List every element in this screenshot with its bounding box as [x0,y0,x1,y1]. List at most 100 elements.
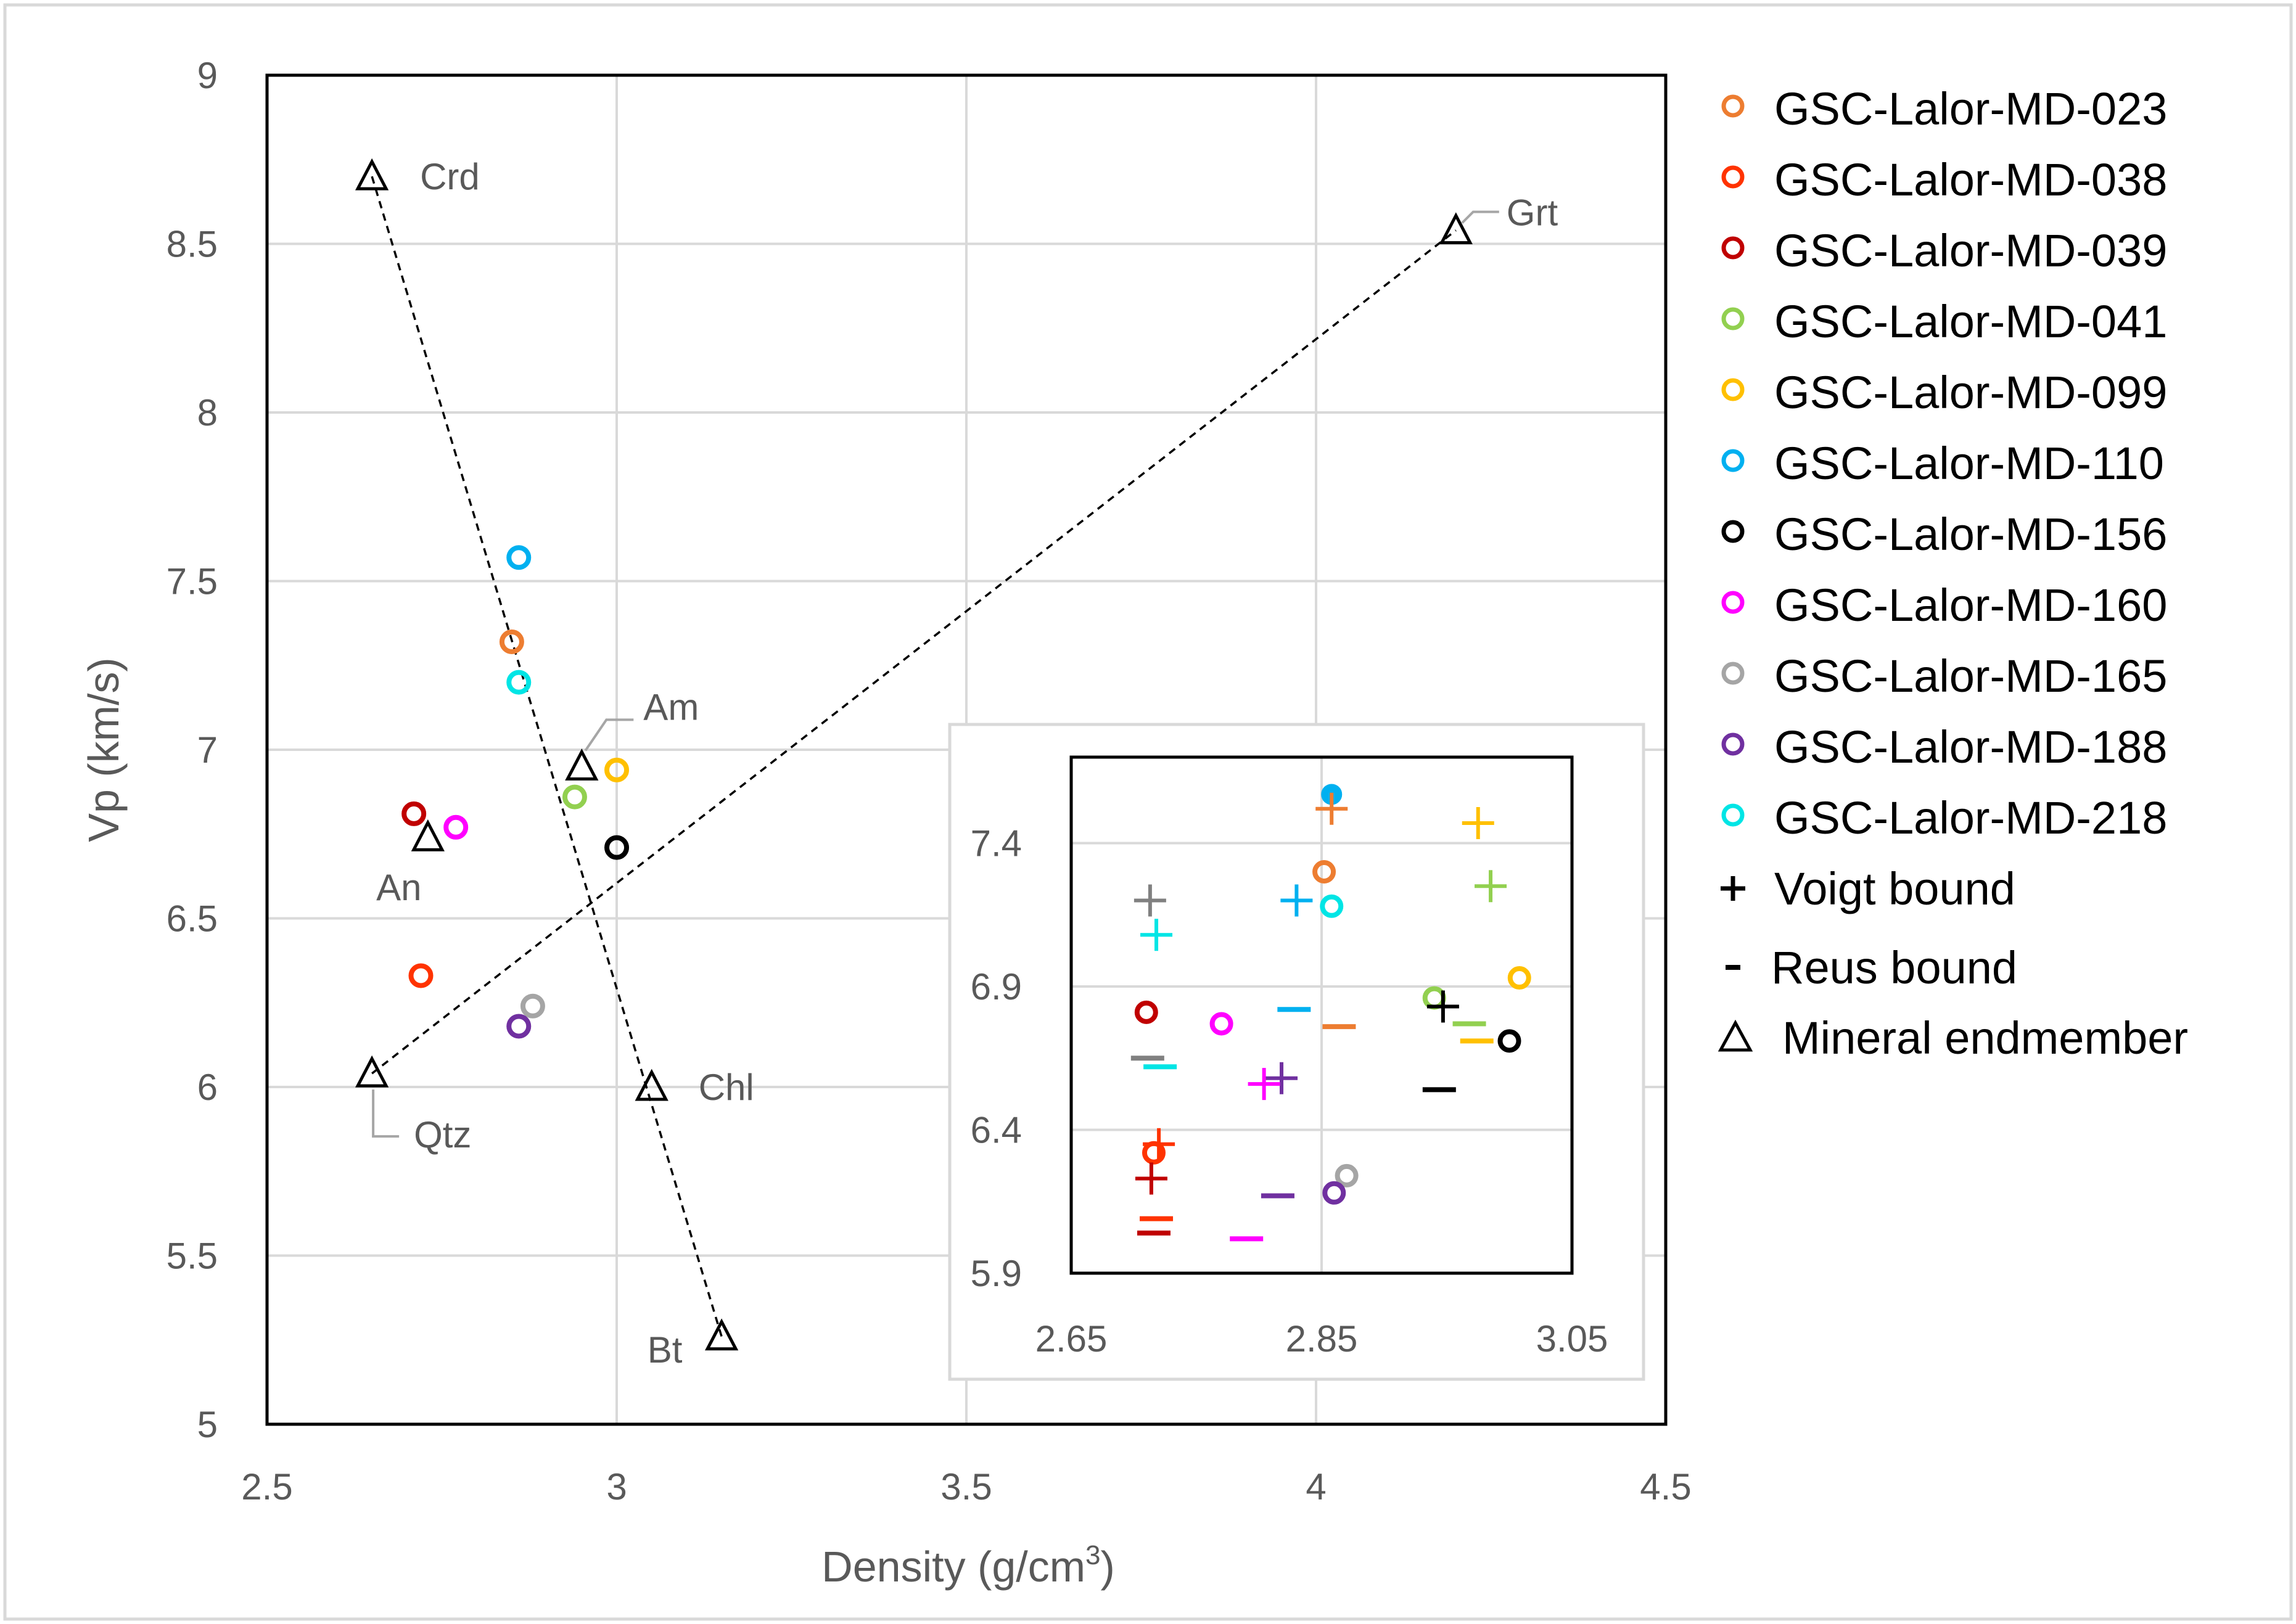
inset-x-tick-label: 2.65 [1035,1318,1108,1359]
inset-circle-gsc-lalor-md-156 [1497,1029,1521,1053]
legend-marker-gsc-lalor-md-156 [1721,520,1745,543]
endmember-grt-label: Grt [1507,192,1558,234]
inset-y-tick-label: 6.4 [971,1110,1022,1151]
inset-tick-labels: 2.65 2.85 3.05 5.9 6.4 6.9 7.4 [971,823,1608,1360]
inset-y-tick-label: 6.9 [971,966,1022,1007]
inset-circle-gsc-lalor-md-038 [1142,1141,1166,1165]
x-axis-title-text: Density (g/cm [821,1543,1085,1591]
endmember-labels: Crd Grt Am An Qtz Chl Bt [372,156,1558,1371]
legend-label-voigt: Voigt bound [1774,863,2015,914]
legend-label-gsc-lalor-md-110: GSC-Lalor-MD-110 [1774,438,2164,489]
inset-plus-gsc-lalor-md-218 [1140,919,1173,951]
main-data-points [355,158,1473,1351]
inset-frame [948,723,1645,1381]
legend-label-gsc-lalor-md-156: GSC-Lalor-MD-156 [1774,509,2167,560]
inset-plus-gsc-lalor-md-039 [1135,1162,1167,1195]
x-tick-label: 2.5 [241,1466,292,1507]
y-tick-label: 7.5 [167,561,218,602]
endmember-qtz-leader [372,1089,400,1138]
inset-y-tick-label: 7.4 [971,823,1022,864]
legend-label-gsc-lalor-md-165: GSC-Lalor-MD-165 [1774,650,2167,702]
y-tick-label: 5.5 [167,1236,218,1277]
point-gsc-lalor-md-099 [604,757,629,782]
y-tick-label: 5 [197,1404,218,1445]
legend-label-gsc-lalor-md-099: GSC-Lalor-MD-099 [1774,367,2167,418]
inset-x-tick-label: 3.05 [1536,1318,1608,1359]
inset-plus-gsc-lalor-md-099 [1462,806,1494,839]
inset-plus-gsc-lalor-md-023 [1315,792,1348,825]
inset-circle-gsc-lalor-md-039 [1134,1000,1158,1024]
legend-label-gsc-lalor-md-160: GSC-Lalor-MD-160 [1774,580,2167,631]
inset-circle-gsc-lalor-md-160 [1209,1012,1233,1036]
point-gsc-lalor-md-218 [506,670,532,695]
endmember-an-triangle [411,819,445,851]
x-tick-label: 3 [606,1466,627,1507]
legend-label-gsc-lalor-md-218: GSC-Lalor-MD-218 [1774,792,2167,843]
point-gsc-lalor-md-023 [499,629,524,654]
mixing-line-qtz-grt [371,229,1457,1075]
endmember-chl-triangle [635,1068,669,1101]
x-axis-title-end: ) [1101,1543,1115,1591]
inset-plus-gsc-lalor-md-165 [1134,884,1166,917]
mixing-lines [371,176,1457,1337]
endmember-qtz-triangle [355,1055,389,1088]
legend-marker-gsc-lalor-md-188 [1721,732,1745,756]
y-tick-label: 9 [197,55,218,96]
point-gsc-lalor-md-165 [520,993,545,1019]
legend-marker-gsc-lalor-md-218 [1721,803,1745,827]
inset-circle-gsc-lalor-md-188 [1322,1181,1346,1205]
y-tick-label: 8.5 [167,224,218,265]
endmember-am-leader [584,718,634,752]
legend-label-gsc-lalor-md-039: GSC-Lalor-MD-039 [1774,225,2167,276]
point-gsc-lalor-md-038 [408,963,434,988]
point-gsc-lalor-md-041 [562,784,587,810]
x-tick-label: 4.5 [1640,1466,1691,1507]
legend-label-gsc-lalor-md-188: GSC-Lalor-MD-188 [1774,721,2167,773]
inset-plus-gsc-lalor-md-188 [1265,1062,1298,1094]
x-axis-title-sup: 3 [1085,1540,1100,1570]
y-tick-label: 6 [197,1067,218,1108]
legend-label-gsc-lalor-md-041: GSC-Lalor-MD-041 [1774,296,2167,347]
legend-marker-gsc-lalor-md-110 [1721,449,1745,472]
legend-marker-gsc-lalor-md-160 [1721,591,1745,614]
point-gsc-lalor-md-110 [506,545,532,570]
legend-label-gsc-lalor-md-023: GSC-Lalor-MD-023 [1774,83,2167,134]
endmember-bt-triangle [704,1318,739,1351]
endmember-crd-label: Crd [420,156,480,197]
inset-plus-gsc-lalor-md-041 [1475,870,1507,903]
legend-label-gsc-lalor-md-038: GSC-Lalor-MD-038 [1774,154,2167,205]
inset-plus-gsc-lalor-md-160 [1248,1068,1280,1101]
endmember-crd-triangle [355,158,389,191]
y-axis-title: Vp (km/s) [80,657,128,842]
legend-marker-gsc-lalor-md-038 [1721,165,1745,189]
legend-marker-gsc-lalor-md-165 [1721,662,1745,685]
inset-y-tick-label: 5.9 [971,1253,1022,1294]
x-tick-label: 3.5 [940,1466,992,1507]
main-tick-labels: 2.5 3 3.5 4 4.5 5 5.5 6 6.5 7 7.5 8 8.5 9 [167,55,1692,1507]
plot-area-border [265,73,1668,1426]
legend-label-reuss: Reus bound [1771,942,2017,993]
legend-marker-gsc-lalor-md-039 [1721,236,1745,260]
inset-circle-gsc-lalor-md-218 [1320,894,1344,918]
endmember-qtz-label: Qtz [414,1114,471,1155]
inset-plot-border [1069,755,1574,1275]
point-gsc-lalor-md-188 [506,1014,532,1039]
endmember-grt-leader [1461,210,1499,224]
inset-data-points [1130,784,1531,1242]
y-tick-label: 7 [197,729,218,771]
legend-voigt-plus-icon [1721,876,1745,901]
x-tick-label: 4 [1306,1466,1326,1507]
x-axis-title: Density (g/cm3) [821,1540,1115,1591]
inset-x-tick-label: 2.85 [1286,1318,1358,1359]
legend-marker-gsc-lalor-md-023 [1721,94,1745,118]
point-gsc-lalor-md-156 [604,835,629,860]
legend-triangle-icon [1718,1019,1753,1052]
endmember-am-triangle [565,748,599,781]
legend-label-triangle: Mineral endmember [1782,1012,2188,1064]
inset-circle-gsc-lalor-md-023 [1312,860,1336,884]
legend: GSC-Lalor-MD-023 GSC-Lalor-MD-038 GSC-Lalo… [1718,83,2188,1064]
inset-circle-gsc-lalor-md-165 [1335,1163,1359,1187]
endmember-grt-triangle [1439,212,1473,245]
endmember-am-label: Am [643,686,699,728]
